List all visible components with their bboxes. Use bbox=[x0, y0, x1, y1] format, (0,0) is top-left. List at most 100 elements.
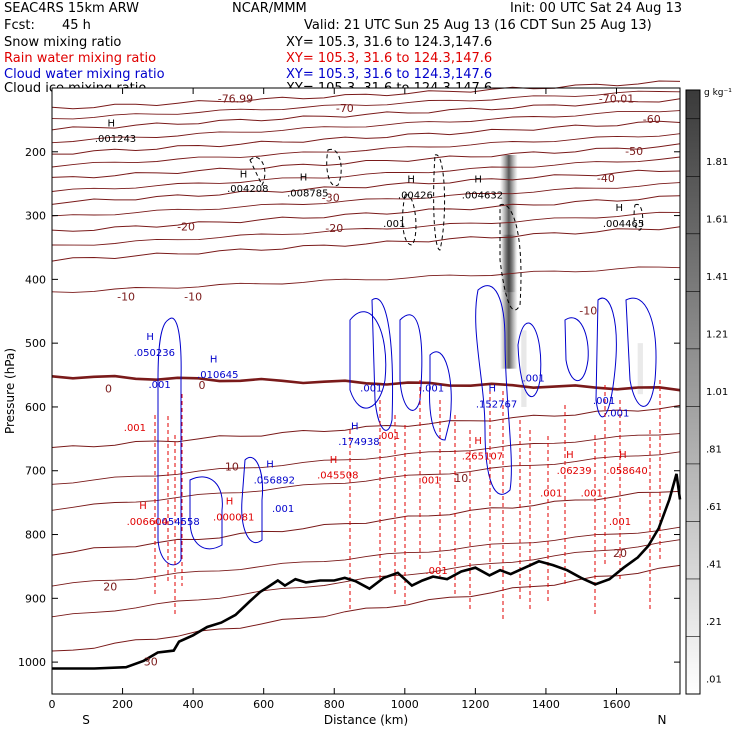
x-tick-label: 600 bbox=[253, 698, 274, 711]
org-label: NCAR/MMM bbox=[232, 1, 307, 16]
cloud-water-contour bbox=[564, 317, 589, 382]
x-tick-label: 400 bbox=[183, 698, 204, 711]
x-tick-label: 1000 bbox=[391, 698, 419, 711]
cloud-ice-contour bbox=[402, 194, 417, 246]
isotherm-label: 0 bbox=[198, 379, 205, 392]
maximum-marker: H bbox=[566, 450, 574, 461]
contour-value-label: .001 bbox=[383, 219, 405, 230]
maximum-marker: H bbox=[266, 460, 274, 471]
isotherm-line bbox=[51, 211, 681, 246]
isotherm-label: 30 bbox=[144, 655, 158, 668]
cloud-water-contour bbox=[371, 298, 393, 431]
isotherm-label: 0 bbox=[105, 382, 112, 395]
contour-value-label: .001 bbox=[607, 409, 629, 420]
cloud-ice-contour bbox=[499, 203, 522, 311]
maximum-marker: H bbox=[300, 172, 308, 183]
field-name-rain: Rain water mixing ratio bbox=[4, 51, 157, 66]
isotherm-line bbox=[51, 266, 681, 293]
cloud-ice-contour bbox=[326, 148, 342, 187]
maximum-marker: H bbox=[474, 436, 482, 447]
contour-value-label: .001 bbox=[422, 384, 444, 395]
maximum-marker: H bbox=[226, 497, 234, 508]
maximum-marker: H bbox=[474, 174, 482, 185]
maximum-marker: H bbox=[210, 354, 218, 365]
isotherm-label: 10 bbox=[225, 461, 239, 474]
contour-value-label: .056892 bbox=[254, 475, 295, 486]
contour-value-label: .001 bbox=[522, 373, 544, 384]
maximum-marker: H bbox=[351, 421, 359, 432]
contour-value-label: .00426 bbox=[398, 190, 433, 201]
isotherm-line bbox=[51, 143, 681, 179]
cloud-water-contour bbox=[625, 297, 657, 407]
maximum-marker: H bbox=[489, 384, 497, 395]
contour-value-label: .001 bbox=[425, 566, 447, 577]
x-end-label-left: S bbox=[82, 713, 90, 727]
y-tick-label: 900 bbox=[25, 592, 46, 605]
isotherm-line bbox=[52, 120, 681, 155]
colorbar-label: 1.61 bbox=[706, 214, 728, 225]
contour-value-label: .054558 bbox=[158, 517, 199, 528]
isotherm-line bbox=[51, 110, 681, 144]
cloud-shading bbox=[637, 343, 643, 395]
isotherm-line bbox=[51, 433, 681, 485]
isotherm-label: -60 bbox=[643, 113, 661, 126]
contour-value-label: .001 bbox=[148, 380, 170, 391]
maximum-marker: H bbox=[330, 455, 338, 466]
contour-value-label: .004208 bbox=[227, 184, 268, 195]
contour-value-label: .008785 bbox=[287, 188, 328, 199]
plot-background bbox=[52, 88, 680, 694]
contour-value-label: .001 bbox=[360, 384, 382, 395]
contour-value-label: .001 bbox=[540, 488, 562, 499]
contour-value-label: .001 bbox=[593, 396, 615, 407]
cloud-water-contour bbox=[517, 322, 542, 398]
x-tick-label: 1200 bbox=[461, 698, 489, 711]
contour-value-label: .001 bbox=[378, 431, 400, 442]
isotherm-label: -20 bbox=[325, 222, 343, 235]
contour-value-label: .045508 bbox=[317, 470, 358, 481]
isotherm-label: -10 bbox=[579, 304, 597, 317]
isotherm-line bbox=[51, 156, 681, 192]
maximum-marker: H bbox=[240, 169, 248, 180]
y-tick-label: 1000 bbox=[18, 656, 46, 669]
isotherm-line bbox=[51, 133, 681, 168]
cloud-water-contour bbox=[157, 317, 182, 566]
isotherm-label: -20 bbox=[177, 220, 195, 233]
fcst-value: 45 h bbox=[62, 18, 91, 33]
y-tick-label: 200 bbox=[25, 146, 46, 159]
contour-value-label: .000081 bbox=[213, 512, 254, 523]
isotherm-label: -40 bbox=[597, 172, 615, 185]
field-name-snow: Snow mixing ratio bbox=[4, 35, 122, 50]
isotherm-label: 20 bbox=[613, 547, 627, 560]
field-xy-cloud-water: XY= 105.3, 31.6 to 124.3,147.6 bbox=[286, 67, 493, 82]
isotherm-label: -50 bbox=[625, 145, 643, 158]
maximum-marker: H bbox=[146, 332, 154, 343]
y-tick-label: 800 bbox=[25, 529, 46, 542]
isotherm-line bbox=[51, 451, 681, 511]
isotherm-line bbox=[51, 526, 681, 587]
isotherm-line bbox=[51, 226, 681, 262]
cloud-water-contour bbox=[429, 351, 452, 441]
colorbar bbox=[685, 89, 701, 695]
colorbar-label: .41 bbox=[706, 559, 722, 570]
updraft-plume-core bbox=[501, 234, 516, 293]
isotherm-label: -70 bbox=[336, 102, 354, 115]
field-xy-snow: XY= 105.3, 31.6 to 124.3,147.6 bbox=[286, 35, 493, 50]
contour-value-label: .010645 bbox=[197, 370, 238, 381]
x-tick-label: 200 bbox=[112, 698, 133, 711]
isotherm-label: 10 bbox=[454, 472, 468, 485]
isotherm-line bbox=[51, 182, 681, 217]
colorbar-label: 1.81 bbox=[706, 157, 728, 168]
maximum-marker: H bbox=[407, 174, 415, 185]
isotherm-label: -76.99 bbox=[218, 93, 253, 106]
y-tick-label: 400 bbox=[25, 273, 46, 286]
maximum-marker: H bbox=[619, 450, 627, 461]
isotherm-label: 20 bbox=[103, 581, 117, 594]
isotherm-line bbox=[51, 564, 681, 652]
contour-value-label: .004465 bbox=[603, 219, 644, 230]
isotherm-line bbox=[51, 195, 681, 232]
cloud-shading bbox=[521, 330, 527, 407]
maximum-marker: H bbox=[108, 118, 116, 129]
x-end-label-right: N bbox=[658, 713, 667, 727]
isotherm-line bbox=[51, 374, 681, 392]
field-name-cloud-water: Cloud water mixing ratio bbox=[4, 67, 165, 82]
